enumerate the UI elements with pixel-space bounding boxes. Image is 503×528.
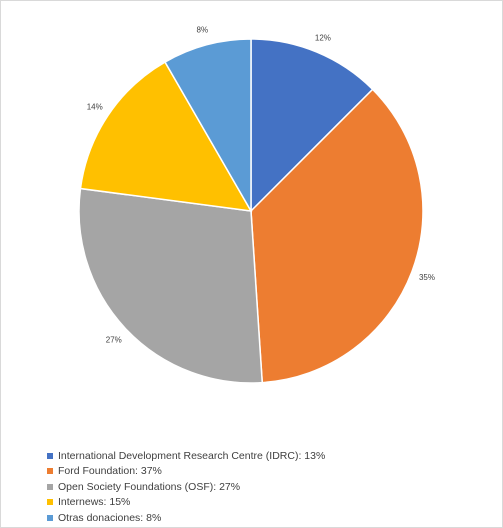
slice-data-label: 12% — [315, 33, 331, 42]
pie-slice — [78, 187, 264, 384]
legend-item-osf: Open Society Foundations (OSF): 27% — [47, 479, 325, 495]
legend-item-otras: Otras donaciones: 8% — [47, 510, 325, 526]
pie-slice — [250, 88, 424, 384]
legend-label: Open Society Foundations (OSF): 27% — [58, 480, 241, 493]
pie-slice — [163, 38, 252, 214]
slice-data-label: 35% — [419, 273, 435, 282]
slice-data-label: 8% — [197, 25, 209, 34]
chart-legend: International Development Research Centr… — [47, 448, 325, 526]
legend-swatch — [47, 468, 53, 475]
legend-item-internews: Internews: 15% — [47, 495, 325, 511]
legend-label: International Development Research Centr… — [58, 449, 326, 462]
legend-label: Otras donaciones: 8% — [58, 511, 162, 524]
slice-data-label: 27% — [106, 336, 122, 345]
legend-item-idrc: International Development Research Centr… — [47, 448, 325, 464]
slice-data-label: 14% — [87, 103, 103, 112]
pie-slice — [79, 61, 253, 212]
legend-swatch — [47, 514, 53, 521]
legend-label: Internews: 15% — [58, 496, 131, 509]
pie-slice — [250, 38, 374, 213]
legend-label: Ford Foundation: 37% — [58, 465, 162, 478]
legend-swatch — [47, 499, 53, 506]
legend-swatch — [47, 483, 53, 490]
legend-swatch — [47, 452, 53, 459]
legend-item-ford: Ford Foundation: 37% — [47, 464, 325, 480]
